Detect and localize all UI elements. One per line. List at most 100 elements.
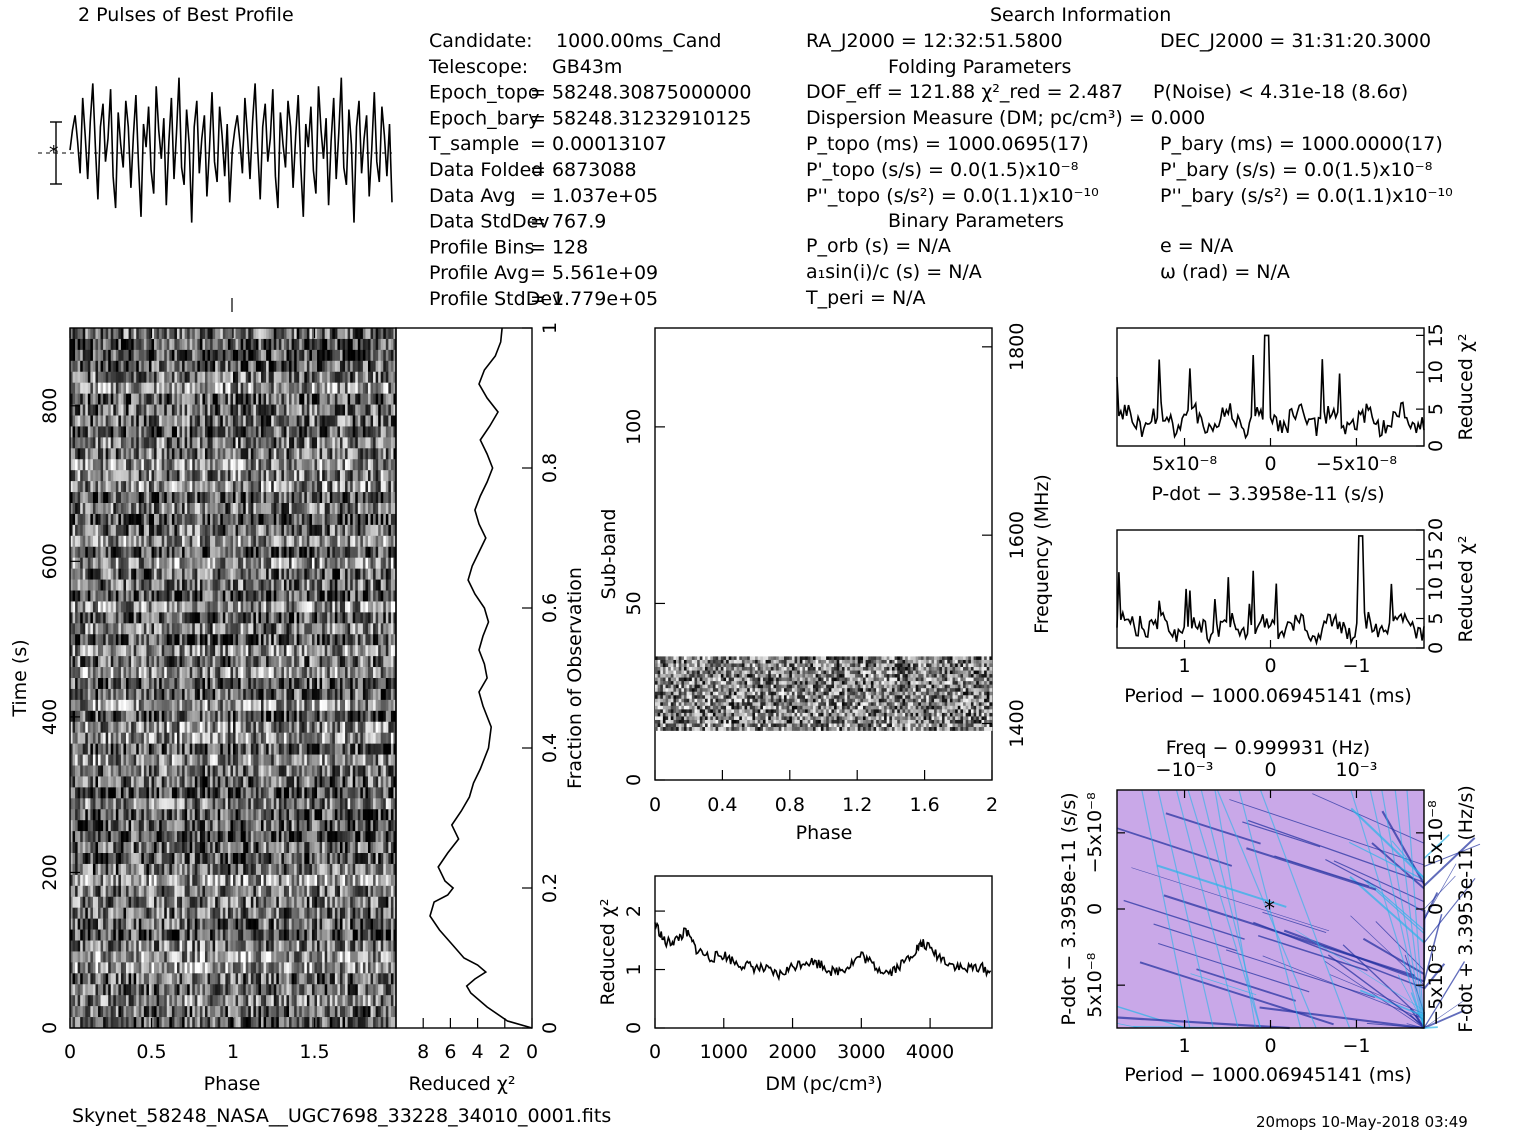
search-title: Search Information <box>990 4 1171 26</box>
tperi-text: T_peri = N/A <box>805 287 926 309</box>
timestamp-footer: 20mops 10-May-2018 03:49 <box>1256 1113 1468 1131</box>
p-pdot-ytick: 5x10⁻⁸ <box>1084 953 1106 1018</box>
time-chi2-xlabel: Reduced χ² <box>409 1073 516 1095</box>
info-value: = 128 <box>530 236 588 258</box>
dm-xlabel: DM (pc/cm³) <box>765 1073 882 1095</box>
pdot-chi2-ytick: 15 <box>1425 323 1447 347</box>
p-pdot-xtick: −1 <box>1342 1035 1370 1057</box>
pdot-chi2-ytick: 0 <box>1425 440 1447 452</box>
time-chi2-line <box>429 327 533 1029</box>
info-label: Telescope: <box>428 56 528 78</box>
p-pdot-xlabel: Period − 1000.06945141 (ms) <box>1124 1064 1412 1086</box>
p-pdot-x2tick: −10⁻³ <box>1156 759 1214 781</box>
dof-text: DOF_eff = 121.88 χ²_red = 2.487 <box>806 81 1123 103</box>
pulse-profile-plot: * <box>38 77 393 312</box>
dm-ytick: 0 <box>623 1022 645 1034</box>
pdot-chi2-xtick: 0 <box>1264 453 1276 475</box>
subband-ylabel: Sub-band <box>598 509 620 600</box>
folding-title: Folding Parameters <box>888 56 1071 78</box>
dec-text: DEC_J2000 = 31:31:20.3000 <box>1160 30 1431 52</box>
p-pdot-xtick: 1 <box>1178 1035 1190 1057</box>
time-phase-xtick: 1.5 <box>299 1041 329 1063</box>
pdbary-text: P'_bary (s/s) = 0.0(1.5)x10⁻⁸ <box>1160 159 1432 181</box>
pdot-chi2-ytick: 5 <box>1425 403 1447 415</box>
info-label: Profile Bins <box>429 236 534 258</box>
info-label: Profile Avg <box>429 262 529 284</box>
pddtopo-text: P''_topo (s/s²) = 0.0(1.1)x10⁻¹⁰ <box>806 185 1099 207</box>
period-chi2-xtick: −1 <box>1342 655 1370 677</box>
info-label: Data Folded <box>429 159 543 181</box>
ecc-text: e = N/A <box>1160 235 1233 257</box>
info-value: 1000.00ms_Cand <box>556 30 722 52</box>
p-pdot-ytick: 0 <box>1084 903 1106 915</box>
p-pdot-y2tick: −5x10⁻⁸ <box>1425 945 1447 1026</box>
info-value: = 58248.31232910125 <box>530 107 751 129</box>
period-chi2-ytick: 0 <box>1425 642 1447 654</box>
p-pdot-xtick: 0 <box>1264 1035 1276 1057</box>
dm-chi2-line <box>654 921 992 982</box>
dm-ytick: 2 <box>623 905 645 917</box>
info-value: = 1.037e+05 <box>530 185 658 207</box>
period-chi2-xtick: 1 <box>1178 655 1190 677</box>
info-value: = 58248.30875000000 <box>530 82 751 104</box>
p-pdot-y2label: F-dot + 3.3953e-11 (Hz/s) <box>1455 785 1477 1033</box>
porb-text: P_orb (s) = N/A <box>806 235 951 257</box>
pdot-chi2-ylabel: Reduced χ² <box>1455 334 1477 441</box>
time-phase-ytick: 800 <box>39 388 61 424</box>
dm-chi2-plot: 0 1000 2000 3000 4000 0 1 2 DM (pc/cm³) Reduced χ… <box>597 875 993 1095</box>
subband-xtick: 1.6 <box>909 794 939 816</box>
p-pdot-best-marker: * <box>1264 897 1275 922</box>
profile-error-marker: * <box>49 142 59 164</box>
p-pdot-y2tick: 0 <box>1425 903 1447 915</box>
time-chi2-ytick: 0.4 <box>539 733 561 763</box>
time-chi2-ylabel: Fraction of Observation <box>564 567 586 789</box>
info-label: Epoch_topo <box>429 82 539 104</box>
pdot-chi2-line <box>1116 334 1425 440</box>
period-chi2-xtick: 0 <box>1264 655 1276 677</box>
period-chi2-ytick: 10 <box>1425 577 1447 601</box>
dm-ytick: 1 <box>623 963 645 975</box>
info-value: = 6873088 <box>530 159 637 181</box>
subband-ytick: 100 <box>623 409 645 445</box>
subband-xtick: 0.8 <box>775 794 805 816</box>
subband-phase-plot: 0 0.4 0.8 1.2 1.6 2 0 50 100 1400 1600 1800 Phase Sub… <box>598 323 1053 844</box>
subband-y2tick: 1400 <box>1006 699 1028 747</box>
time-phase-xtick: 0.5 <box>136 1041 166 1063</box>
info-label: Candidate: <box>429 30 533 52</box>
info-label: Epoch_bary <box>429 107 539 129</box>
time-chi2-ytick: 0.2 <box>539 873 561 903</box>
info-value: = 5.561e+09 <box>530 262 658 284</box>
info-value: = 767.9 <box>530 211 606 233</box>
info-label: Data Avg <box>429 185 516 207</box>
time-phase-xtick: 1 <box>227 1041 239 1063</box>
info-value: = 1.779e+05 <box>530 288 658 310</box>
pdot-chi2-xtick: −5x10⁻⁸ <box>1316 453 1397 475</box>
period-chi2-ylabel: Reduced χ² <box>1455 536 1477 643</box>
time-chi2-xtick: 6 <box>444 1041 456 1063</box>
a1-text: a₁sin(i)/c (s) = N/A <box>806 261 982 283</box>
info-label: Data StdDev <box>429 211 550 233</box>
info-value: GB43m <box>552 56 622 78</box>
binary-title: Binary Parameters <box>888 210 1064 232</box>
subband-xtick: 0 <box>649 794 661 816</box>
dm-ylabel: Reduced χ² <box>597 899 619 1006</box>
time-phase-xtick: 0 <box>64 1041 76 1063</box>
time-phase-ytick: 200 <box>39 854 61 890</box>
period-chi2-line <box>1116 535 1425 647</box>
time-phase-xlabel: Phase <box>204 1073 261 1095</box>
subband-xtick: 2 <box>986 794 998 816</box>
subband-ytick: 50 <box>623 591 645 615</box>
dm-xtick: 3000 <box>837 1041 885 1063</box>
time-chi2-ytick: 0 <box>539 1022 561 1034</box>
pdot-chi2-ytick: 10 <box>1425 360 1447 384</box>
time-phase-ytick: 600 <box>39 543 61 579</box>
time-chi2-xtick: 8 <box>417 1041 429 1063</box>
subband-ytick: 0 <box>623 774 645 786</box>
time-chi2-xtick: 2 <box>499 1041 511 1063</box>
info-label: T_sample <box>428 133 519 155</box>
time-chi2-ytick: 1 <box>539 322 561 334</box>
p-pdot-ytick: −5x10⁻⁸ <box>1084 792 1106 873</box>
